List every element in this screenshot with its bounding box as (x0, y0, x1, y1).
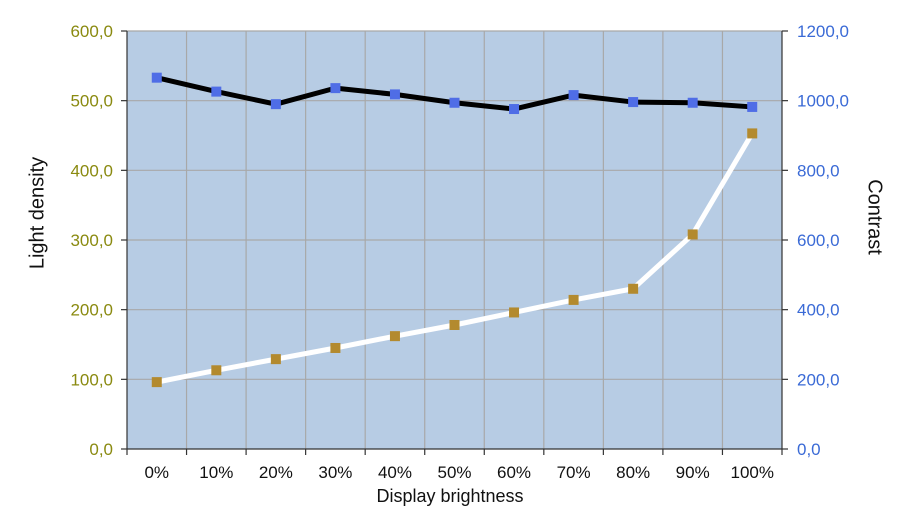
left-tick-label: 600,0 (70, 22, 113, 41)
left-tick-label: 0,0 (89, 440, 113, 459)
right-tick-label: 1000,0 (797, 92, 849, 111)
series-1-point (509, 104, 520, 115)
right-tick-label: 1200,0 (797, 22, 849, 41)
series-2-point (568, 294, 579, 305)
series-1-point (330, 83, 341, 94)
x-tick-label: 10% (199, 463, 233, 482)
x-tick-label: 30% (318, 463, 352, 482)
left-tick-label: 100,0 (70, 370, 113, 389)
series-2-point (270, 354, 281, 365)
series-1-point (628, 97, 639, 108)
right-tick-label: 400,0 (797, 301, 840, 320)
series-1-point (151, 72, 162, 83)
series-group (151, 72, 758, 388)
left-tick-label: 400,0 (70, 161, 113, 180)
left-tick-label: 500,0 (70, 92, 113, 111)
series-2-point (449, 319, 460, 330)
series-1-point (270, 99, 281, 110)
series-2-point (687, 229, 698, 240)
left-tick-label: 300,0 (70, 231, 113, 250)
x-axis-title: Display brightness (376, 486, 523, 506)
right-tick-label: 800,0 (797, 161, 840, 180)
right-tick-label: 600,0 (797, 231, 840, 250)
right-tick-label: 200,0 (797, 370, 840, 389)
x-tick-label: 90% (676, 463, 710, 482)
series-1-point (747, 101, 758, 112)
series-2-point (628, 283, 639, 294)
series-2-point (389, 331, 400, 342)
series-2-point (747, 128, 758, 139)
x-tick-label: 50% (437, 463, 471, 482)
left-axis-title: Light density (26, 157, 48, 269)
x-tick-label: 20% (259, 463, 293, 482)
right-axis-title: Contrast (864, 179, 886, 255)
x-tick-label: 100% (730, 463, 773, 482)
x-tick-label: 0% (144, 463, 169, 482)
series-2-point (151, 377, 162, 388)
x-tick-label: 40% (378, 463, 412, 482)
x-tick-label: 70% (557, 463, 591, 482)
tick-labels: 0,0 100,0 200,0 300,0 400,0 500,0 600,0 0,0 200,… (70, 22, 849, 482)
series-1-point (687, 97, 698, 108)
series-1-point (389, 89, 400, 100)
series-2-point (330, 342, 341, 353)
series-2-point (211, 365, 222, 376)
series-2-point (509, 307, 520, 318)
left-tick-label: 200,0 (70, 301, 113, 320)
series-1-point (568, 90, 579, 101)
series-1-point (211, 86, 222, 97)
series-1-point (449, 97, 460, 108)
right-tick-label: 0,0 (797, 440, 821, 459)
x-tick-label: 80% (616, 463, 650, 482)
x-tick-label: 60% (497, 463, 531, 482)
axes (121, 30, 788, 455)
